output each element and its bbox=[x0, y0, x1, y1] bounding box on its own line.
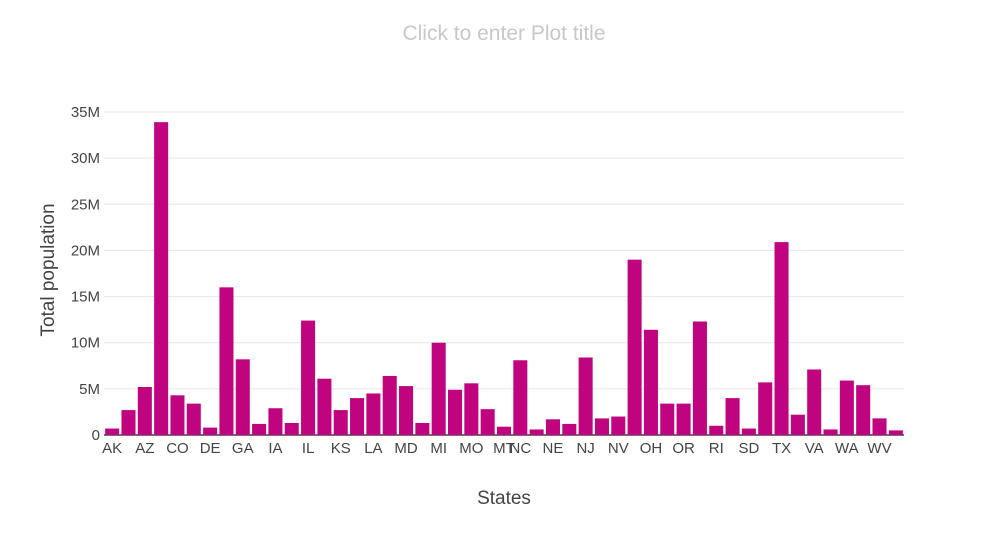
bar-wi[interactable] bbox=[856, 385, 871, 435]
x-tick-label: IA bbox=[268, 440, 282, 457]
bar-ut[interactable] bbox=[790, 414, 805, 435]
bar-ok[interactable] bbox=[660, 403, 675, 435]
y-tick-label: 30M bbox=[71, 150, 100, 167]
bar-mo[interactable] bbox=[464, 383, 479, 435]
x-tick-label: MO bbox=[459, 440, 483, 457]
x-tick-label: WA bbox=[835, 440, 859, 457]
x-tick-label: MI bbox=[430, 440, 447, 457]
bar-oh[interactable] bbox=[643, 329, 658, 435]
y-tick-label: 5M bbox=[79, 381, 100, 398]
bar-ak[interactable] bbox=[105, 428, 120, 435]
bars bbox=[105, 122, 903, 435]
bar-ms[interactable] bbox=[480, 409, 495, 435]
x-tick-label: DE bbox=[200, 440, 221, 457]
bar-nd[interactable] bbox=[529, 429, 544, 435]
bar-nj[interactable] bbox=[578, 357, 593, 435]
bar-ri[interactable] bbox=[709, 425, 724, 435]
x-tick-label: MT bbox=[493, 440, 515, 457]
bar-la[interactable] bbox=[366, 393, 381, 435]
bar-tn[interactable] bbox=[758, 382, 773, 435]
x-tick-label: MD bbox=[394, 440, 417, 457]
y-tick-label: 35M bbox=[71, 104, 100, 121]
bar-wy[interactable] bbox=[888, 430, 903, 435]
bar-va[interactable] bbox=[807, 369, 822, 435]
bar-fl[interactable] bbox=[219, 287, 234, 435]
bar-ga[interactable] bbox=[235, 359, 250, 435]
x-tick-label: OH bbox=[640, 440, 663, 457]
x-tick-label: WV bbox=[867, 440, 891, 457]
x-axis-title: States bbox=[477, 488, 531, 509]
bar-hi[interactable] bbox=[252, 423, 267, 435]
bar-ma[interactable] bbox=[382, 375, 397, 435]
bar-vt[interactable] bbox=[823, 429, 838, 435]
bar-wa[interactable] bbox=[839, 380, 854, 435]
x-tick-label: SD bbox=[738, 440, 759, 457]
bar-sc[interactable] bbox=[725, 398, 740, 435]
bar-mn[interactable] bbox=[448, 389, 463, 435]
gridlines bbox=[104, 111, 904, 436]
x-tick-label: RI bbox=[709, 440, 724, 457]
y-axis-ticks: 0 5M 10M 15M 20M 25M 30M 35M bbox=[71, 104, 100, 444]
x-tick-label: OR bbox=[672, 440, 695, 457]
bar-ny[interactable] bbox=[627, 259, 642, 435]
x-tick-label: NC bbox=[509, 440, 531, 457]
bar-me[interactable] bbox=[415, 423, 430, 435]
bar-az[interactable] bbox=[137, 387, 152, 435]
x-tick-label: LA bbox=[364, 440, 382, 457]
y-tick-label: 10M bbox=[71, 335, 100, 352]
bar-mt[interactable] bbox=[496, 426, 512, 435]
bar-md[interactable] bbox=[399, 386, 414, 435]
x-tick-label: GA bbox=[232, 440, 254, 457]
plot-title[interactable]: Click to enter Plot title bbox=[402, 22, 605, 45]
bar-ct[interactable] bbox=[186, 403, 201, 435]
x-tick-label: NE bbox=[543, 440, 564, 457]
x-tick-label: CO bbox=[166, 440, 189, 457]
y-tick-label: 15M bbox=[71, 289, 100, 306]
bar-ia[interactable] bbox=[268, 408, 283, 435]
bar-de[interactable] bbox=[203, 427, 218, 435]
y-axis-title: Total population bbox=[38, 203, 59, 336]
bar-id[interactable] bbox=[284, 423, 299, 435]
bar-nc[interactable] bbox=[513, 360, 528, 435]
bar-pa[interactable] bbox=[692, 321, 707, 435]
bar-il[interactable] bbox=[301, 320, 316, 435]
x-tick-label: NJ bbox=[576, 440, 594, 457]
bar-ne[interactable] bbox=[545, 419, 560, 435]
bar-al[interactable] bbox=[121, 410, 136, 435]
bar-mi[interactable] bbox=[431, 342, 446, 435]
y-tick-label: 0 bbox=[92, 427, 100, 444]
bar-nv[interactable] bbox=[611, 416, 626, 435]
x-tick-label: IL bbox=[302, 440, 315, 457]
x-tick-label: VA bbox=[805, 440, 824, 457]
bar-nm[interactable] bbox=[594, 418, 609, 435]
x-tick-label: AK bbox=[102, 440, 122, 457]
bar-co[interactable] bbox=[170, 395, 185, 435]
bar-tx[interactable] bbox=[774, 242, 789, 435]
bar-or[interactable] bbox=[676, 403, 691, 435]
bar-ky[interactable] bbox=[350, 398, 365, 435]
bar-wv[interactable] bbox=[872, 418, 887, 435]
x-tick-label: TX bbox=[772, 440, 791, 457]
bar-nh[interactable] bbox=[562, 423, 577, 435]
bar-sd[interactable] bbox=[741, 428, 756, 435]
y-tick-label: 20M bbox=[71, 242, 100, 259]
x-tick-label: KS bbox=[331, 440, 351, 457]
x-tick-label: NV bbox=[608, 440, 629, 457]
y-tick-label: 25M bbox=[71, 196, 100, 213]
bar-in[interactable] bbox=[317, 378, 332, 435]
bar-ks[interactable] bbox=[333, 410, 348, 435]
bar-ca[interactable] bbox=[154, 122, 169, 435]
x-tick-label: AZ bbox=[135, 440, 154, 457]
